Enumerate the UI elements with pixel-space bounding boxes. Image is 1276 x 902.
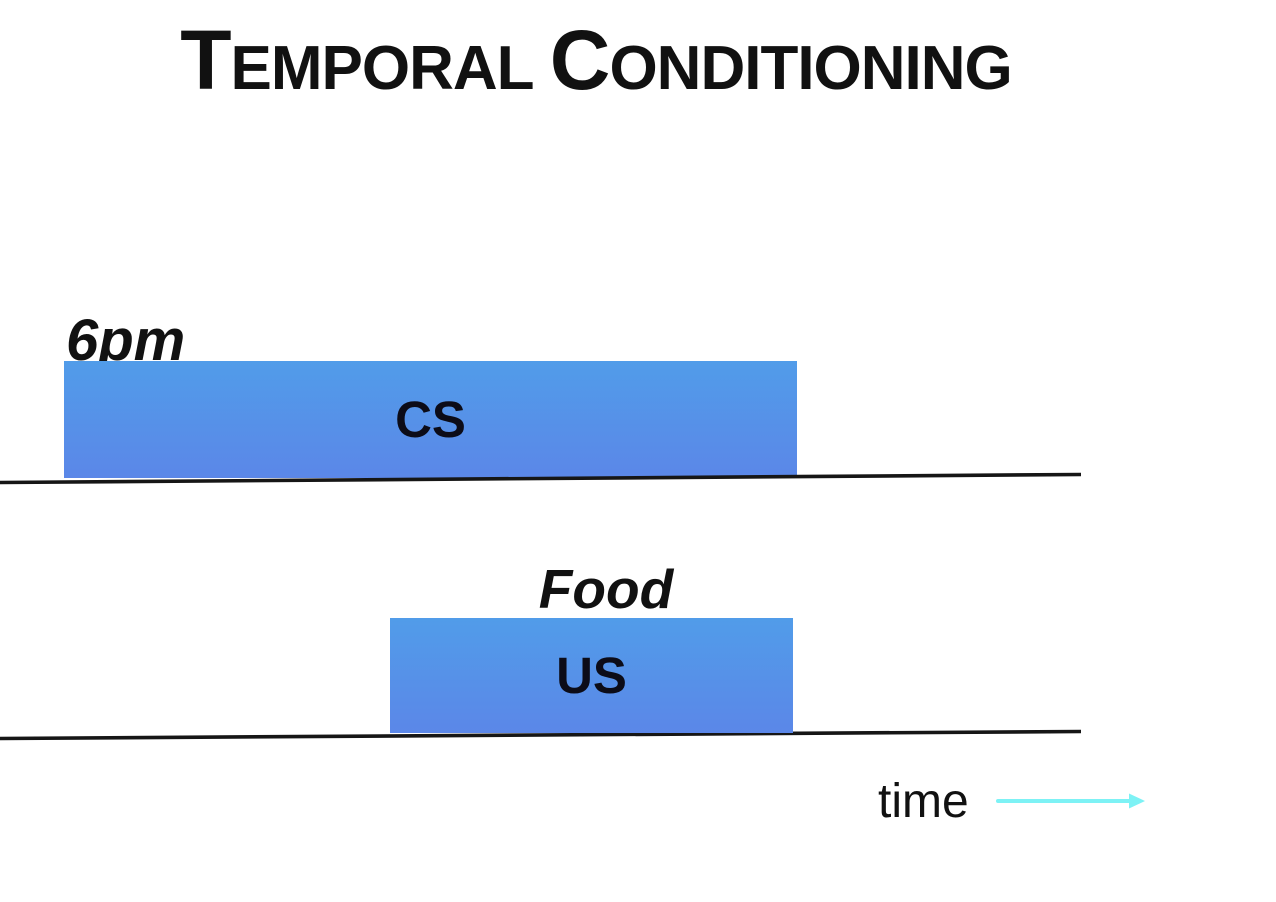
us-bar-label: US [556,647,627,704]
title-word2-initial: C [549,13,611,107]
us-stimulus-label: Food [538,558,674,620]
time-axis-label: time [878,775,969,828]
us-bar: US [390,618,793,733]
cs-onset-time-label: 6pm [66,308,186,373]
title-word2-rest: ONDITIONING [609,34,1012,103]
title-word1-initial: T [180,13,231,107]
slide-title: TEMPORAL CONDITIONING [180,8,1013,113]
cs-bar: CS [64,361,797,478]
time-arrow-icon [996,793,1145,809]
cs-bar-label: CS [395,391,466,448]
title-word-space [534,34,550,103]
title-word1-rest: EMPORAL [230,34,535,103]
